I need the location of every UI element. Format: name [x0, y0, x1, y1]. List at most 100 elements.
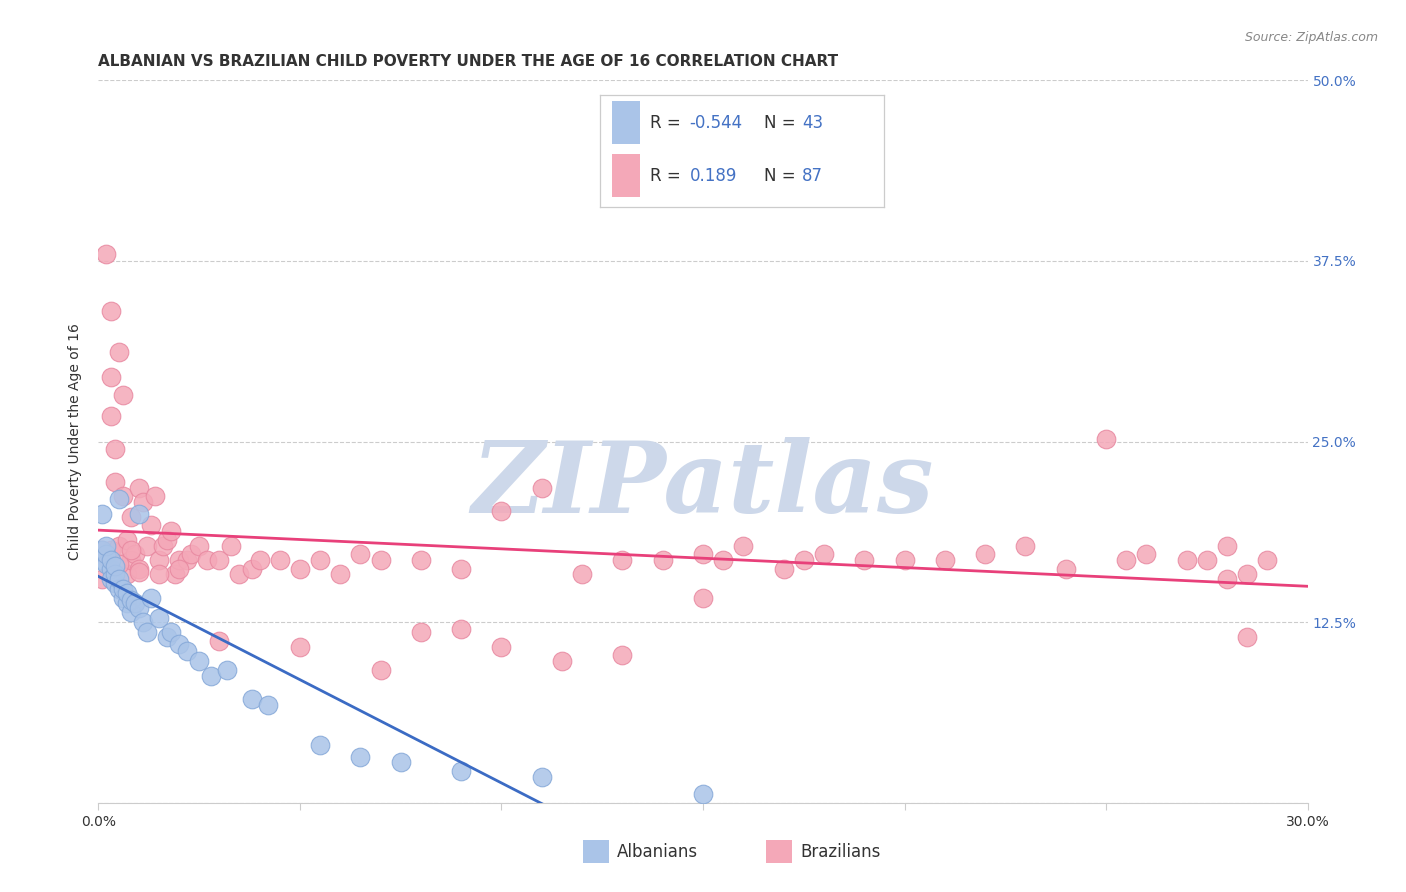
Point — [107, 345, 129, 359]
Point — [148, 553, 170, 567]
Point — [1054, 562, 1077, 576]
Point — [91, 572, 114, 586]
Point — [249, 553, 271, 567]
Point — [128, 600, 150, 615]
Point — [195, 553, 218, 567]
Point — [111, 388, 134, 402]
Point — [853, 553, 876, 567]
Point — [103, 442, 125, 456]
Point — [107, 582, 129, 596]
Point — [450, 562, 472, 576]
Point — [309, 738, 332, 752]
Point — [256, 698, 278, 712]
Point — [349, 749, 371, 764]
Point — [329, 567, 352, 582]
Point — [135, 539, 157, 553]
Point — [128, 481, 150, 495]
Point — [813, 547, 835, 561]
Point — [612, 553, 634, 567]
Point — [288, 562, 311, 576]
Point — [120, 593, 142, 607]
Point — [120, 509, 142, 524]
Point — [180, 547, 202, 561]
Point — [893, 553, 915, 567]
Point — [208, 553, 231, 567]
Point — [100, 409, 122, 423]
Point — [124, 596, 146, 610]
Point — [115, 596, 138, 610]
Point — [107, 539, 129, 553]
Point — [100, 369, 122, 384]
Point — [1014, 539, 1036, 553]
Point — [128, 565, 150, 579]
Point — [107, 572, 129, 586]
Point — [269, 553, 291, 567]
Y-axis label: Child Poverty Under the Age of 16: Child Poverty Under the Age of 16 — [69, 323, 83, 560]
Point — [115, 586, 138, 600]
Point — [107, 492, 129, 507]
Text: ALBANIAN VS BRAZILIAN CHILD POVERTY UNDER THE AGE OF 16 CORRELATION CHART: ALBANIAN VS BRAZILIAN CHILD POVERTY UNDE… — [98, 54, 838, 70]
Point — [96, 246, 118, 260]
Point — [167, 562, 190, 576]
Point — [530, 481, 553, 495]
Point — [1175, 553, 1198, 567]
Point — [176, 644, 198, 658]
Point — [124, 547, 146, 561]
Point — [450, 764, 472, 778]
Text: ZIPatlas: ZIPatlas — [472, 437, 934, 533]
Point — [160, 625, 183, 640]
Point — [450, 623, 472, 637]
Point — [96, 547, 118, 561]
Point — [115, 567, 138, 582]
Point — [188, 539, 211, 553]
Point — [100, 572, 122, 586]
Point — [156, 533, 179, 547]
Point — [228, 567, 250, 582]
Point — [612, 648, 634, 663]
Point — [208, 634, 231, 648]
Point — [733, 539, 755, 553]
Point — [91, 553, 114, 567]
Point — [711, 553, 734, 567]
Point — [163, 567, 186, 582]
Point — [370, 553, 392, 567]
Point — [1236, 630, 1258, 644]
Point — [139, 518, 162, 533]
Point — [128, 507, 150, 521]
Point — [692, 547, 714, 561]
Point — [934, 553, 956, 567]
Point — [100, 542, 122, 557]
Point — [221, 539, 243, 553]
Point — [96, 550, 118, 565]
Point — [974, 547, 997, 561]
Point — [530, 770, 553, 784]
Point — [1195, 553, 1218, 567]
Point — [409, 553, 432, 567]
Point — [571, 567, 593, 582]
Point — [1236, 567, 1258, 582]
Point — [240, 691, 263, 706]
Point — [103, 475, 125, 489]
Text: Source: ZipAtlas.com: Source: ZipAtlas.com — [1244, 31, 1378, 45]
Point — [692, 591, 714, 605]
Point — [156, 630, 179, 644]
Point — [309, 553, 332, 567]
Point — [1256, 553, 1278, 567]
Point — [91, 507, 114, 521]
Point — [148, 567, 170, 582]
Point — [349, 547, 371, 561]
Point — [115, 533, 138, 547]
Point — [288, 640, 311, 654]
Point — [217, 663, 239, 677]
Point — [111, 490, 134, 504]
Point — [107, 558, 129, 572]
Point — [143, 490, 166, 504]
Point — [240, 562, 263, 576]
Point — [100, 304, 122, 318]
Point — [111, 591, 134, 605]
Point — [167, 637, 190, 651]
Point — [96, 539, 118, 553]
Point — [152, 539, 174, 553]
Point — [103, 576, 125, 591]
Point — [128, 562, 150, 576]
